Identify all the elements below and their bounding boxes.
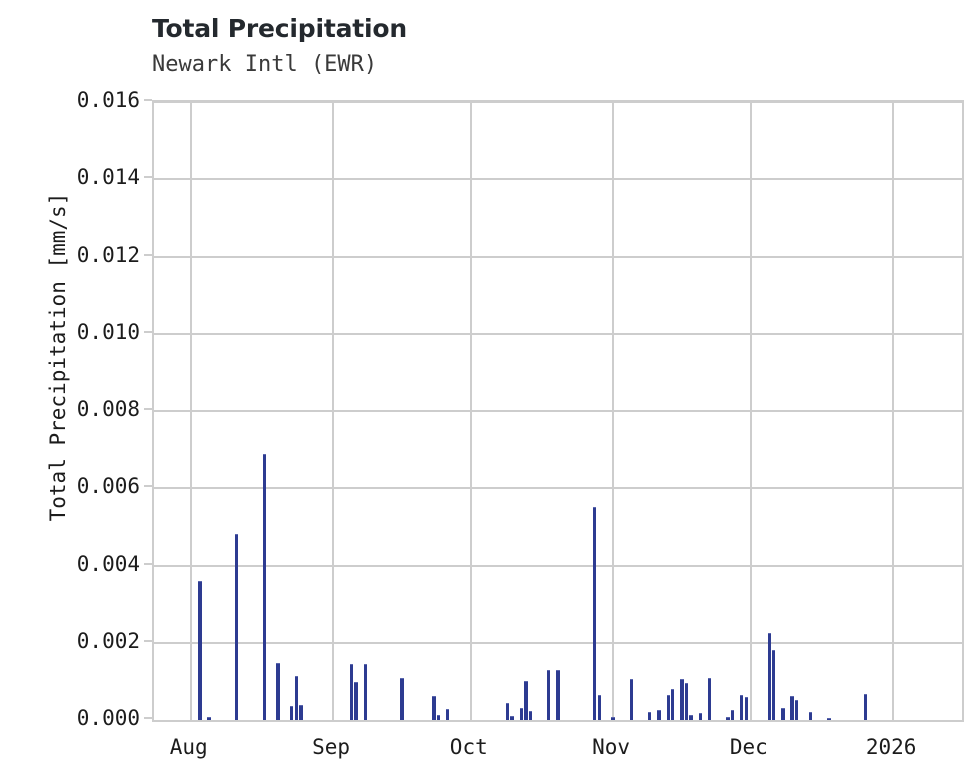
- gridline-vertical: [892, 102, 895, 720]
- bar: [510, 716, 514, 720]
- bar: [726, 716, 730, 720]
- gridline-horizontal: [154, 178, 962, 181]
- y-tick-label: 0.014: [76, 165, 140, 190]
- gridline-vertical: [189, 102, 192, 720]
- chart-title: Total Precipitation: [152, 14, 407, 43]
- bar: [781, 708, 785, 720]
- bar: [547, 669, 551, 720]
- bar: [657, 710, 661, 720]
- y-tick-label: 0.004: [76, 551, 140, 576]
- x-tick-label: Oct: [449, 735, 488, 759]
- gridline-horizontal: [154, 564, 962, 567]
- bar: [707, 678, 712, 720]
- y-tick-mark: [144, 176, 152, 179]
- bar: [207, 717, 211, 720]
- x-tick-label: Sep: [312, 735, 350, 759]
- y-tick-mark: [144, 253, 152, 256]
- bar: [680, 679, 684, 720]
- y-tick-label: 0.000: [76, 706, 140, 730]
- bar: [671, 688, 675, 720]
- bar: [432, 695, 436, 720]
- bar: [505, 702, 510, 720]
- bar: [354, 682, 358, 720]
- bar: [730, 710, 735, 720]
- bar: [772, 650, 776, 720]
- bar: [808, 712, 813, 720]
- x-tick-label: Nov: [592, 735, 631, 759]
- y-tick-mark: [144, 717, 152, 719]
- y-tick-label: 0.006: [76, 474, 140, 499]
- x-tick-label: 2026: [865, 735, 917, 759]
- bar: [684, 682, 689, 720]
- bar: [198, 580, 202, 720]
- bar: [299, 704, 303, 720]
- y-tick-mark: [144, 408, 152, 410]
- gridline-horizontal: [154, 487, 962, 490]
- bar: [524, 681, 528, 720]
- bar: [294, 676, 298, 720]
- bar: [827, 717, 831, 720]
- gridline-horizontal: [154, 332, 962, 335]
- bar: [611, 716, 615, 720]
- plot-area: [152, 100, 964, 722]
- y-tick-label: 0.010: [76, 319, 140, 344]
- y-tick-mark: [144, 99, 152, 101]
- gridline-vertical: [612, 102, 615, 720]
- gridline-vertical: [749, 102, 752, 720]
- y-tick-label: 0.016: [76, 88, 140, 112]
- y-tick-label: 0.002: [76, 628, 140, 653]
- bar: [629, 679, 634, 720]
- bar: [597, 694, 601, 720]
- y-tick-mark: [144, 639, 152, 642]
- gridline-horizontal: [154, 641, 962, 644]
- bar: [446, 709, 450, 720]
- bar: [648, 711, 652, 720]
- gridline-horizontal: [154, 410, 962, 412]
- bar: [262, 453, 266, 720]
- bar: [556, 670, 560, 720]
- bar: [790, 696, 794, 720]
- bar: [363, 664, 367, 720]
- chart-subtitle: Newark Intl (EWR): [152, 52, 378, 77]
- gridline-horizontal: [154, 255, 962, 258]
- bar: [290, 706, 294, 720]
- bar: [528, 710, 533, 720]
- y-tick-mark: [144, 562, 152, 565]
- y-axis-label: Total Precipitation [mm/s]: [46, 192, 70, 522]
- gridline-horizontal: [154, 101, 962, 103]
- bar: [767, 633, 771, 720]
- gridline-vertical: [469, 102, 472, 720]
- bar: [519, 708, 523, 720]
- y-tick-mark: [144, 485, 152, 488]
- x-tick-label: Dec: [729, 735, 768, 759]
- bar: [795, 699, 799, 720]
- bar: [349, 664, 354, 720]
- bar: [666, 694, 670, 720]
- bar: [234, 533, 239, 720]
- y-tick-mark: [144, 330, 152, 333]
- bar: [400, 677, 404, 720]
- bar: [739, 694, 744, 720]
- bar: [689, 715, 693, 720]
- x-tick-label: Aug: [169, 735, 208, 759]
- y-tick-label: 0.008: [76, 397, 140, 421]
- bar: [698, 713, 702, 720]
- y-tick-label: 0.012: [76, 242, 140, 267]
- bar: [863, 693, 868, 720]
- gridline-vertical: [332, 102, 335, 720]
- bar: [436, 715, 441, 720]
- bar: [276, 662, 280, 720]
- bar: [744, 696, 748, 720]
- bar: [593, 507, 597, 720]
